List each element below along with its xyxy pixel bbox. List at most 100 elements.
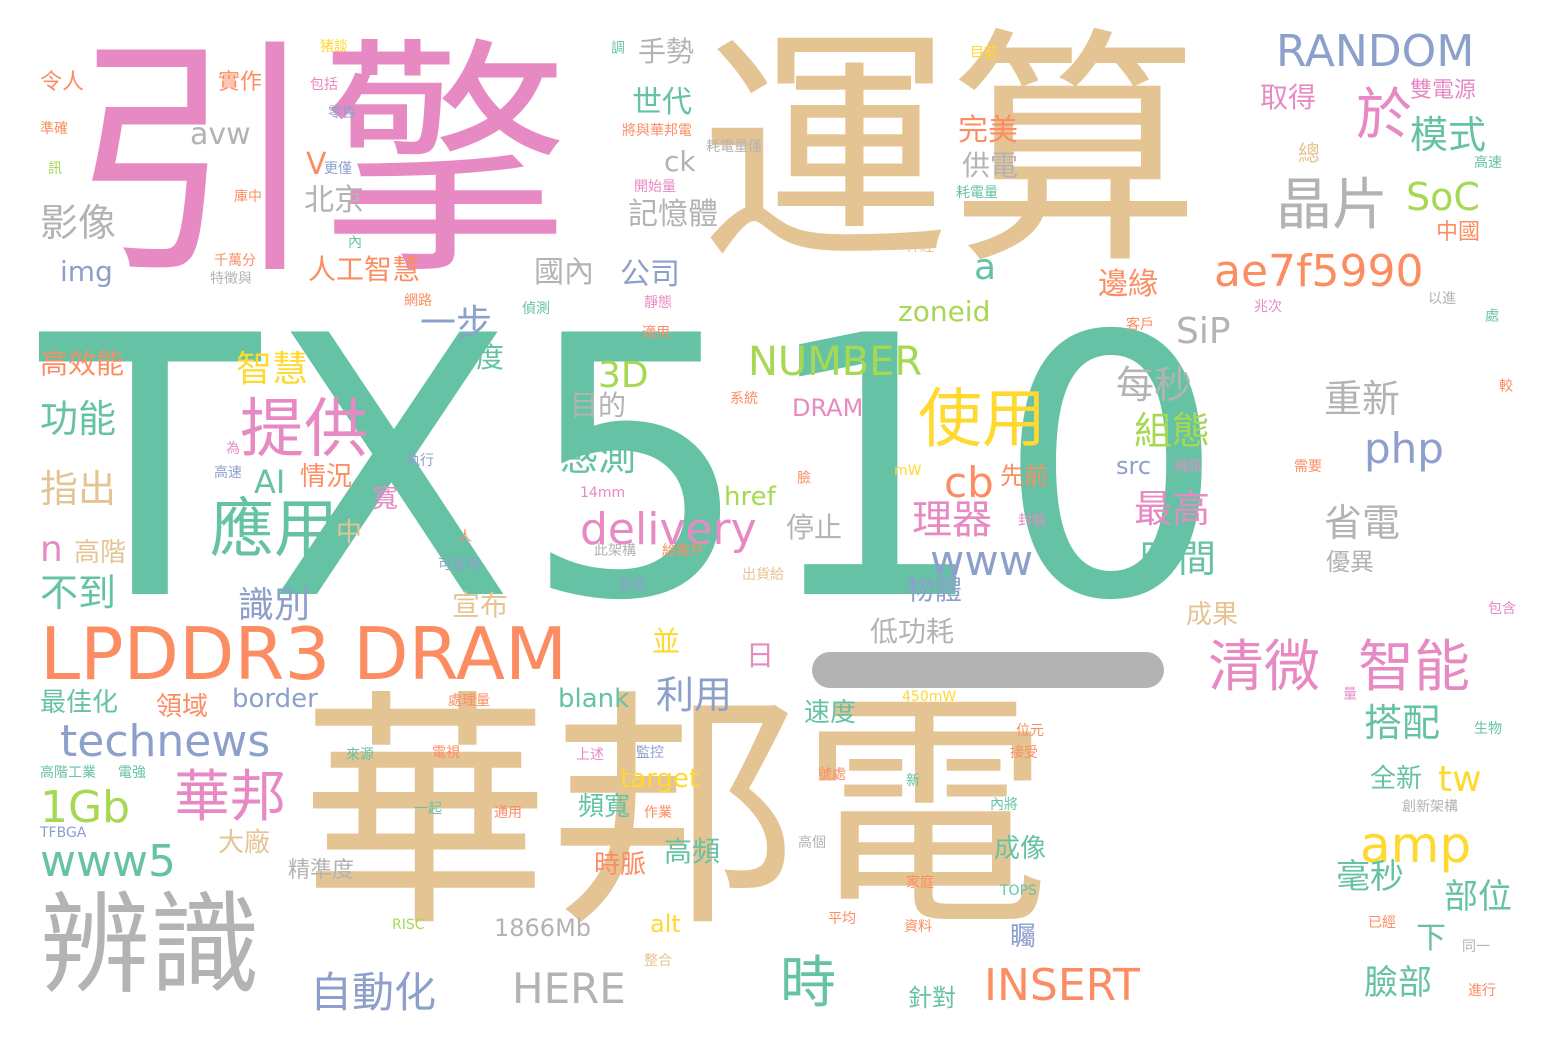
- cloud-word: 搭配: [1364, 701, 1441, 745]
- cloud-word: 優異: [1326, 548, 1374, 576]
- cloud-word: 出貨給: [742, 567, 784, 583]
- cloud-word: 耗電量: [956, 185, 998, 201]
- cloud-word: SoC: [1406, 175, 1480, 219]
- cloud-word: zoneid: [898, 295, 991, 328]
- cloud-word: 情況: [300, 462, 353, 492]
- cloud-word: 人工智慧: [308, 253, 421, 286]
- cloud-word: php: [1364, 424, 1444, 473]
- cloud-word: 清微: [1208, 635, 1320, 700]
- cloud-word: 視訊: [1174, 459, 1202, 475]
- cloud-word: 時脈: [594, 850, 647, 880]
- cloud-word: 毫秒: [1336, 857, 1404, 897]
- cloud-word: alt: [650, 910, 681, 938]
- cloud-word: 令人: [40, 70, 85, 95]
- cloud-word: 為: [226, 441, 240, 457]
- cloud-word: 成像: [994, 834, 1047, 864]
- cloud-word: 模式: [1410, 113, 1487, 157]
- cloud-word: 靜態: [644, 295, 672, 311]
- cloud-word: 中國: [1436, 220, 1481, 245]
- cloud-word: 資料: [904, 919, 932, 935]
- cloud-word: SiP: [1176, 311, 1231, 352]
- cloud-word: 高速: [1474, 155, 1502, 171]
- cloud-word: 成果: [1186, 600, 1239, 630]
- cloud-word: 位元: [1016, 723, 1044, 739]
- cloud-word: 邊緣: [1098, 267, 1158, 302]
- cloud-word: 全新: [1370, 764, 1423, 794]
- cloud-word: 準確: [40, 121, 68, 137]
- cloud-word: 識別: [238, 585, 311, 626]
- cloud-word: 完美: [958, 113, 1018, 148]
- cloud-word: cb: [944, 458, 994, 507]
- cloud-word: 網路: [404, 293, 432, 309]
- cloud-word: 更僅: [324, 161, 352, 177]
- cloud-word: 家庭: [906, 875, 934, 891]
- cloud-word: 以進: [1428, 291, 1456, 307]
- cloud-word: 較: [1497, 378, 1513, 392]
- cloud-word: 包括: [310, 77, 338, 93]
- cloud-word: 記憶體: [628, 197, 718, 232]
- cloud-word: 客戶: [1126, 317, 1154, 333]
- cloud-word: 高效能: [40, 347, 125, 380]
- cloud-word: 影像: [40, 201, 117, 245]
- cloud-word: 高階工業: [40, 765, 96, 781]
- scroll-bar: [812, 652, 1164, 688]
- cloud-word: HERE: [512, 964, 626, 1013]
- cloud-word: 臉: [795, 470, 811, 484]
- cloud-word: 人: [458, 529, 472, 545]
- cloud-word: src: [1116, 452, 1152, 480]
- cloud-word: TX510: [40, 260, 1234, 679]
- cloud-word: 號處: [818, 767, 846, 783]
- cloud-word: 監控: [636, 745, 664, 761]
- cloud-word: 每秒: [1116, 363, 1193, 407]
- cloud-word: RANDOM: [1276, 26, 1475, 77]
- cloud-word: 電視: [432, 745, 460, 761]
- cloud-word: 偵測: [522, 301, 550, 317]
- cloud-word: 開始量: [634, 179, 676, 195]
- cloud-word: AI: [254, 463, 286, 501]
- cloud-word: 包含: [1488, 601, 1516, 617]
- cloud-word: 內將: [990, 797, 1018, 813]
- cloud-word: 針對: [908, 984, 956, 1012]
- cloud-word: 大廠: [218, 828, 271, 858]
- cloud-word: 需要: [1294, 459, 1322, 475]
- cloud-word: 感測: [560, 435, 637, 479]
- cloud-word: tw: [1438, 759, 1482, 800]
- cloud-word: 新: [906, 773, 920, 789]
- cloud-word: 手勢: [638, 35, 695, 68]
- cloud-word: 目前: [970, 45, 998, 61]
- cloud-word: 智慧: [236, 349, 309, 390]
- cloud-word: 量: [1341, 686, 1357, 700]
- cloud-word: 接受: [1010, 745, 1038, 761]
- cloud-word: 一起: [414, 801, 442, 817]
- cloud-word: 華邦: [174, 765, 286, 830]
- cloud-word: V: [306, 147, 327, 182]
- cloud-word: 450mW: [902, 689, 957, 705]
- cloud-word: border: [232, 684, 318, 714]
- cloud-word: technews: [60, 716, 271, 767]
- cloud-word: 生物: [1474, 721, 1502, 737]
- cloud-word: 運算: [700, 7, 1200, 298]
- cloud-word: 適用: [642, 325, 670, 341]
- cloud-word: 最高: [1134, 487, 1211, 531]
- cloud-word: 訊: [48, 161, 62, 177]
- cloud-word: 先前: [1000, 462, 1048, 490]
- cloud-word: 物體: [906, 573, 963, 606]
- cloud-word: 北京: [304, 183, 364, 218]
- cloud-word: 重新: [1324, 377, 1401, 421]
- cloud-word: 寬: [372, 484, 399, 514]
- cloud-word: 目的: [570, 389, 627, 422]
- cloud-word: 組態: [1134, 409, 1211, 453]
- cloud-word: 臉部: [1364, 963, 1432, 1003]
- cloud-word: 辨識: [40, 881, 260, 1009]
- cloud-word: 1Gb: [40, 782, 131, 833]
- cloud-word: n: [40, 529, 63, 570]
- cloud-word: 1866Mb: [494, 914, 592, 942]
- cloud-word: img: [60, 255, 113, 288]
- cloud-word: 指出: [40, 467, 117, 511]
- cloud-word: 使用: [918, 383, 1046, 457]
- cloud-word: 進行: [1468, 983, 1496, 999]
- cloud-word: 利用: [656, 673, 733, 717]
- cloud-word: 整合: [644, 953, 672, 969]
- cloud-word: 猪談: [320, 39, 348, 55]
- cloud-word: 高速: [214, 465, 242, 481]
